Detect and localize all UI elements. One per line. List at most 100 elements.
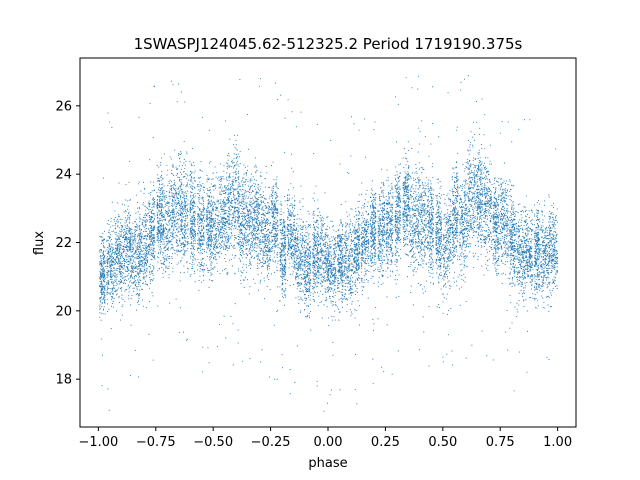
data-point (260, 279, 262, 281)
data-point (160, 248, 162, 250)
data-point (243, 263, 245, 265)
data-point (175, 298, 177, 300)
data-point (198, 240, 200, 242)
data-point (137, 245, 139, 247)
data-point (135, 212, 137, 214)
data-point (152, 220, 154, 222)
data-point (152, 213, 154, 215)
data-point (136, 267, 138, 269)
data-point (144, 220, 146, 222)
data-point (229, 246, 231, 248)
data-point (120, 235, 122, 237)
data-point (146, 247, 148, 249)
data-point (245, 218, 247, 221)
data-point (206, 242, 208, 244)
data-point (262, 261, 264, 263)
data-point (110, 262, 112, 264)
data-point (173, 188, 175, 190)
data-point (210, 252, 212, 254)
data-point (225, 189, 227, 191)
data-point (138, 297, 140, 300)
data-point (129, 237, 131, 239)
data-point (146, 236, 149, 238)
data-point (226, 233, 228, 236)
data-point (101, 384, 103, 387)
data-point (149, 231, 151, 233)
data-point (216, 210, 218, 212)
data-point (181, 200, 183, 202)
data-point (160, 187, 162, 189)
data-point (215, 209, 217, 211)
data-point (117, 244, 119, 246)
data-point (102, 296, 104, 298)
data-point (236, 149, 238, 151)
data-point (245, 245, 247, 247)
data-point (109, 121, 111, 123)
data-point (170, 240, 172, 242)
data-point (143, 226, 145, 228)
data-point (199, 253, 201, 255)
data-point (136, 223, 138, 225)
data-point (224, 204, 226, 206)
data-point (120, 222, 122, 224)
data-point (212, 224, 214, 226)
data-point (183, 220, 185, 222)
data-point (143, 248, 145, 250)
data-point (212, 228, 214, 230)
data-point (239, 183, 241, 185)
data-point (225, 253, 227, 255)
data-point (207, 189, 209, 191)
data-point (216, 230, 218, 232)
data-point (171, 194, 173, 196)
data-point (118, 243, 120, 245)
data-point (143, 225, 145, 227)
data-point (135, 194, 137, 196)
data-point (191, 221, 193, 223)
data-point (178, 209, 180, 211)
data-point (181, 233, 183, 235)
data-point (269, 197, 271, 199)
data-point (193, 204, 195, 206)
data-point (266, 172, 268, 174)
data-point (259, 247, 261, 249)
data-point (222, 235, 224, 237)
data-point (130, 304, 132, 306)
data-point (146, 213, 148, 215)
data-point (191, 243, 193, 245)
data-point (145, 264, 148, 266)
data-point (240, 222, 243, 224)
data-point (263, 220, 265, 222)
data-point (251, 222, 253, 224)
data-point (164, 243, 166, 245)
data-point (249, 227, 251, 229)
data-point (267, 219, 269, 221)
data-point (134, 271, 136, 273)
data-point (196, 219, 199, 221)
data-point (161, 214, 163, 216)
data-point (111, 282, 113, 284)
data-point (113, 230, 115, 232)
data-point (202, 242, 204, 244)
data-point (267, 234, 269, 236)
data-point (232, 217, 234, 219)
data-point (106, 271, 108, 273)
data-point (227, 184, 229, 186)
data-point (138, 234, 140, 236)
data-point (246, 266, 248, 268)
data-point (208, 201, 211, 203)
data-point (191, 177, 193, 179)
data-point (232, 323, 234, 325)
data-point (209, 248, 211, 250)
data-point (223, 248, 225, 250)
data-point (149, 250, 151, 252)
data-point (128, 227, 130, 229)
data-point (150, 258, 152, 260)
data-point (161, 213, 163, 215)
data-point (231, 200, 233, 202)
data-point (196, 239, 198, 241)
data-point (162, 262, 164, 265)
data-point (174, 252, 176, 255)
data-point (103, 245, 105, 248)
data-point (202, 220, 204, 223)
data-point (251, 244, 253, 246)
